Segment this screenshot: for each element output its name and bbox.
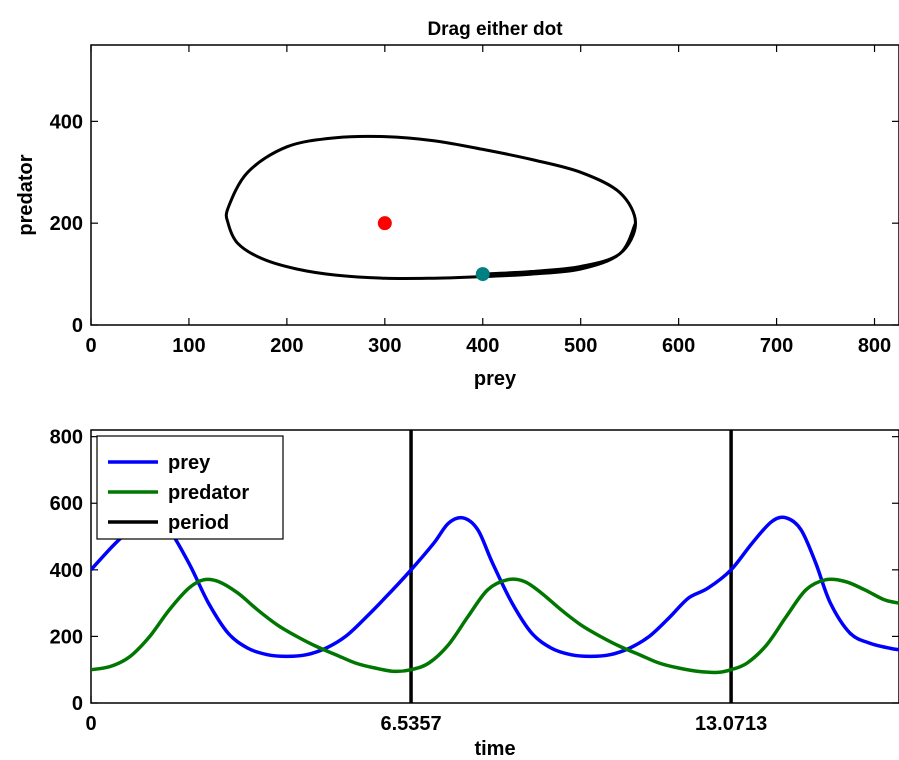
y-tick-label: 0: [72, 693, 83, 715]
x-tick-label: 0: [85, 713, 96, 735]
x-tick-label: 800: [858, 335, 891, 357]
y-tick-label: 600: [50, 493, 83, 515]
orbit-curve: [224, 134, 638, 280]
timeseries-lines: [91, 515, 899, 675]
period-lines: [409, 430, 733, 703]
timeseries-x-label: time: [474, 738, 515, 760]
x-tick-label: 6.5357: [380, 713, 441, 735]
timeseries-y-axis: 0 200 400 600 800: [50, 427, 899, 715]
phase-plot-area[interactable]: [90, 44, 899, 326]
legend: prey predator period: [96, 435, 284, 540]
x-tick-label: 500: [564, 335, 597, 357]
x-tick-label: 13.0713: [695, 713, 767, 735]
x-tick-label: 100: [172, 335, 205, 357]
series-line-predator: [91, 577, 899, 675]
series-line-prey: [91, 515, 899, 659]
phase-y-label: predator: [15, 154, 37, 235]
x-tick-label: 300: [368, 335, 401, 357]
legend-label-predator: predator: [168, 482, 249, 504]
x-tick-label: 700: [760, 335, 793, 357]
time-series-chart: 0 6.5357 13.0713 0 200 400 600 800 prey predat…: [50, 427, 899, 760]
y-tick-label: 200: [50, 626, 83, 648]
equilibrium-dot[interactable]: [377, 216, 392, 231]
x-tick-label: 0: [85, 335, 96, 357]
phase-x-axis: 0 100 200 300 400 500 600 700 800: [85, 45, 891, 357]
y-tick-label: 800: [50, 427, 83, 449]
legend-label-period: period: [168, 512, 229, 534]
y-tick-label: 400: [50, 111, 83, 133]
timeseries-x-axis: 0 6.5357 13.0713: [85, 696, 767, 735]
y-tick-label: 400: [50, 560, 83, 582]
y-tick-label: 200: [50, 213, 83, 235]
chart-title: Drag either dot: [427, 19, 563, 40]
phase-x-label: prey: [474, 368, 517, 390]
phase-y-axis: 0 200 400: [50, 111, 899, 337]
initial-condition-dot[interactable]: [475, 267, 490, 282]
x-tick-label: 400: [466, 335, 499, 357]
x-tick-label: 200: [270, 335, 303, 357]
phase-plane-chart: Drag either dot 0 100 200 300 400 500 600 700 80…: [15, 19, 899, 390]
legend-label-prey: prey: [168, 452, 211, 474]
y-tick-label: 0: [72, 315, 83, 337]
x-tick-label: 600: [662, 335, 695, 357]
